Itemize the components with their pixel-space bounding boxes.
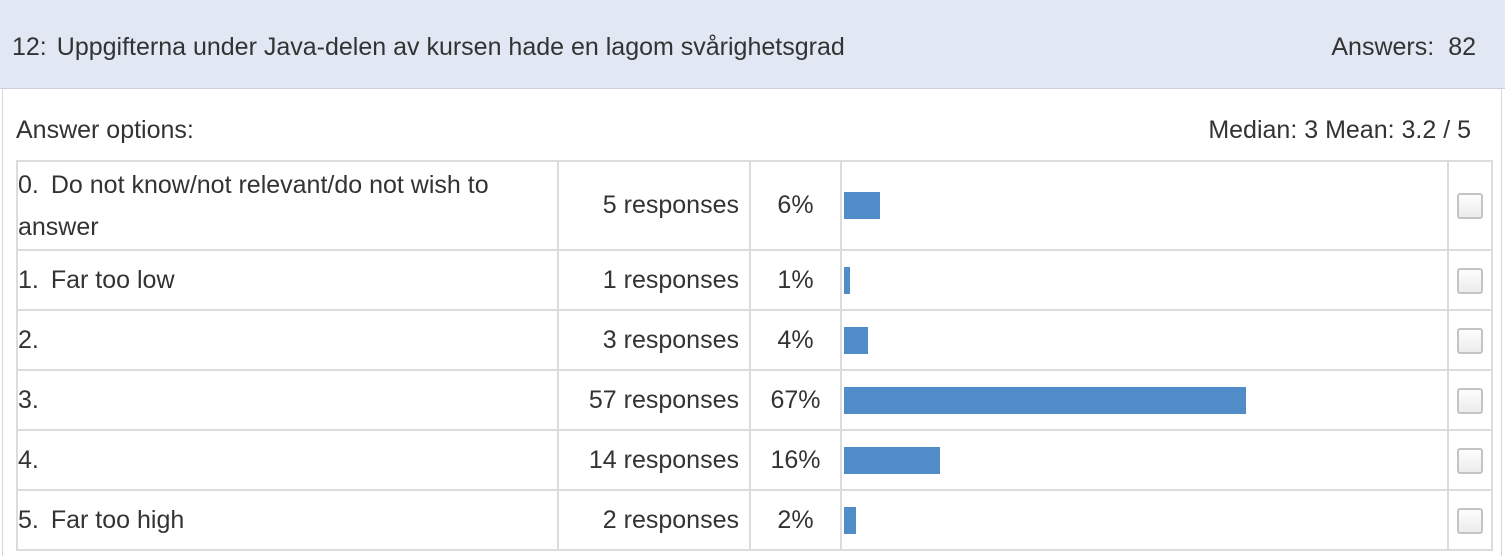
option-bar	[844, 192, 880, 219]
option-label: 1. Far too low	[16, 249, 559, 311]
option-row: 1. Far too low 1 responses 1%	[16, 249, 1493, 311]
option-bar	[844, 386, 1246, 414]
option-percent: 16%	[749, 429, 842, 491]
option-checkbox[interactable]	[1457, 327, 1483, 354]
option-number: 4.	[18, 446, 39, 474]
option-label: 0. Do not know/not relevant/do not wish t…	[16, 160, 559, 251]
option-responses: 14 responses	[557, 429, 751, 491]
option-bar	[844, 446, 940, 474]
option-percent: 67%	[749, 369, 842, 431]
answer-options-label: Answer options:	[16, 116, 194, 144]
option-row: 3. 57 responses 67%	[16, 369, 1493, 431]
question-title: 12: Uppgifterna under Java-delen av kurse…	[12, 31, 845, 63]
results-panel	[2, 89, 1502, 556]
option-responses: 5 responses	[557, 160, 751, 251]
option-text: Far too low	[50, 266, 175, 294]
option-row: 4. 14 responses 16%	[16, 429, 1493, 491]
option-checkbox[interactable]	[1457, 447, 1483, 474]
option-bar	[844, 266, 850, 294]
option-responses: 3 responses	[557, 309, 751, 371]
option-number: 1.	[18, 266, 39, 294]
option-bar	[844, 326, 868, 354]
option-responses: 2 responses	[557, 489, 751, 551]
question-number: 12:	[12, 33, 47, 61]
option-percent: 4%	[749, 309, 842, 371]
question-text: Uppgifterna under Java-delen av kursen h…	[56, 33, 845, 61]
option-text: Do not know/not relevant/do not wish to …	[18, 170, 489, 241]
option-number: 0.	[18, 170, 39, 199]
option-row: 5. Far too high 2 responses 2%	[16, 489, 1493, 551]
option-percent: 2%	[749, 489, 842, 551]
option-label: 5. Far too high	[16, 489, 559, 551]
option-label: 4.	[16, 429, 559, 491]
option-checkbox[interactable]	[1457, 193, 1483, 220]
option-responses: 1 responses	[557, 249, 751, 311]
option-checkbox[interactable]	[1457, 267, 1483, 294]
option-bar	[844, 506, 856, 534]
option-percent: 6%	[749, 160, 842, 251]
answers-value: 82	[1448, 33, 1476, 61]
option-number: 5.	[18, 506, 39, 534]
option-percent: 1%	[749, 249, 842, 311]
option-text: Far too high	[50, 506, 185, 534]
answers-label: Answers:	[1331, 33, 1435, 61]
summary-stats: Median: 3 Mean: 3.2 / 5	[1208, 116, 1471, 144]
option-responses: 57 responses	[557, 369, 751, 431]
option-row: 2. 3 responses 4%	[16, 309, 1493, 371]
option-number: 2.	[18, 326, 39, 354]
option-row: 0. Do not know/not relevant/do not wish t…	[16, 160, 1493, 251]
option-checkbox[interactable]	[1457, 387, 1483, 414]
option-label: 3.	[16, 369, 559, 431]
option-checkbox[interactable]	[1457, 507, 1483, 534]
answer-options-table: 0. Do not know/not relevant/do not wish t…	[16, 160, 1493, 551]
option-label: 2.	[16, 309, 559, 371]
option-number: 3.	[18, 386, 39, 414]
answers-count: Answers: 82	[1331, 31, 1476, 63]
question-header: 12: Uppgifterna under Java-delen av kurse…	[0, 0, 1505, 89]
